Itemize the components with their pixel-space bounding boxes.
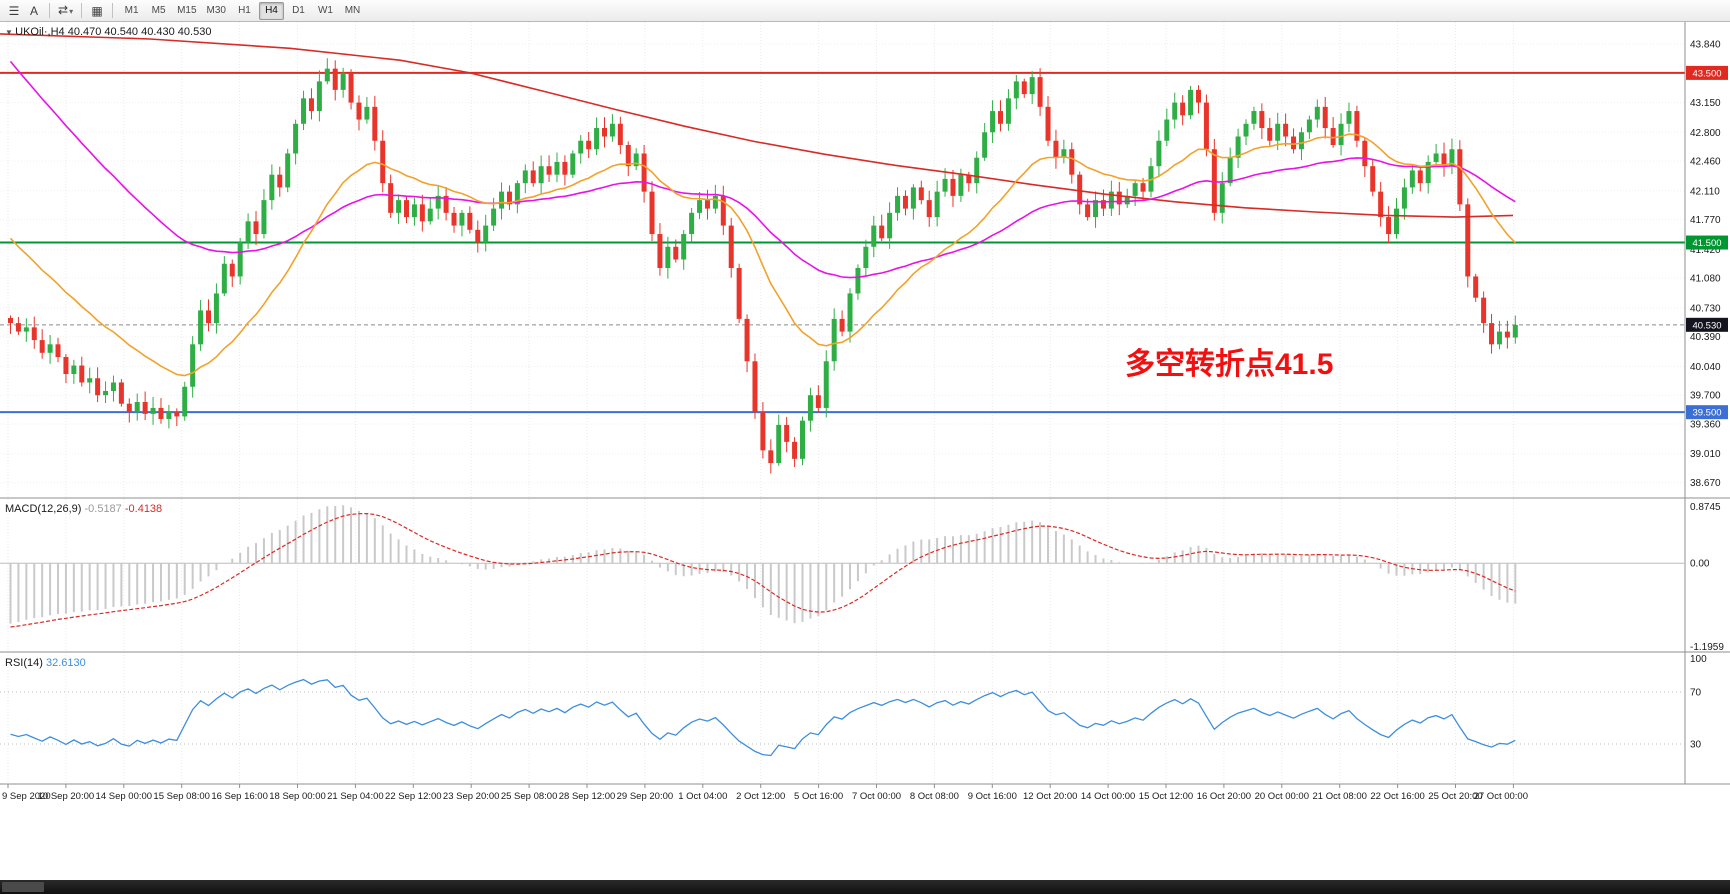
- macd-histogram: [9, 505, 1517, 624]
- time-axis-label: 21 Oct 08:00: [1312, 791, 1366, 802]
- symbol-ohlc-label: ▼ UKOil·,H4 40.470 40.540 40.430 40.530: [5, 26, 211, 38]
- time-axis-label: 25 Oct 20:00: [1428, 791, 1482, 802]
- price-tick-label: 42.460: [1690, 157, 1721, 168]
- price-tick-label: 42.800: [1690, 128, 1721, 139]
- time-axis-label: 27 Oct 00:00: [1474, 791, 1528, 802]
- timeframe-m15-button[interactable]: M15: [173, 2, 200, 20]
- time-axis-label: 22 Sep 12:00: [385, 791, 442, 802]
- svg-text:40.530: 40.530: [1692, 320, 1721, 331]
- time-axis-label: 1 Oct 04:00: [678, 791, 727, 802]
- chart-template-icon[interactable]: ▦: [87, 1, 107, 20]
- timeframe-h4-button[interactable]: H4: [258, 1, 284, 20]
- price-tick-label: 42.110: [1690, 186, 1720, 197]
- chevron-down-icon: ▾: [69, 7, 74, 16]
- price-tick-label: 40.390: [1690, 332, 1721, 343]
- svg-text:41.500: 41.500: [1692, 238, 1721, 249]
- price-badge-39.500: 39.500: [1686, 405, 1728, 420]
- macd-signal-line: [10, 512, 1516, 628]
- price-tick-label: 40.730: [1690, 303, 1721, 314]
- symbols-cycle-icon[interactable]: ⇄▾: [55, 1, 76, 20]
- price-badge-41.500: 41.500: [1686, 235, 1728, 250]
- price-tick-label: 41.420: [1690, 245, 1721, 256]
- price-tick-label: 39.360: [1690, 420, 1721, 431]
- time-axis-label: 7 Oct 00:00: [852, 791, 901, 802]
- top-toolbar: ☰ A ⇄▾ ▦ M1 M5 M15 M30 H1 H4 D1 W1 MN: [0, 0, 1730, 22]
- charts-menu-icon[interactable]: ☰: [4, 1, 24, 20]
- timeframe-h1-button[interactable]: H1: [232, 2, 257, 20]
- time-axis-label: 23 Sep 20:00: [443, 791, 500, 802]
- price-tick-label: 43.840: [1690, 40, 1721, 51]
- time-axis-label: 28 Sep 12:00: [559, 791, 616, 802]
- svg-text:43.500: 43.500: [1692, 68, 1721, 79]
- toolbar-separator: [112, 3, 114, 18]
- chart-annotation-text[interactable]: 多空转折点41.5: [1125, 348, 1333, 381]
- timeframe-m30-button[interactable]: M30: [203, 2, 230, 20]
- time-axis-label: 18 Sep 00:00: [269, 791, 326, 802]
- rsi-line: [10, 678, 1516, 757]
- time-axis-label: 22 Oct 16:00: [1370, 791, 1424, 802]
- time-axis-label: 5 Oct 16:00: [794, 791, 843, 802]
- price-badge-43.500: 43.500: [1686, 65, 1728, 80]
- time-axis-label: 10 Sep 20:00: [38, 791, 95, 802]
- rsi-axis-70: 70: [1690, 688, 1702, 699]
- macd-axis-zero: 0.00: [1690, 559, 1710, 570]
- time-axis-label: 2 Oct 12:00: [736, 791, 785, 802]
- time-axis-label: 16 Oct 20:00: [1197, 791, 1251, 802]
- chart-area: 多空转折点41.5 ▼ UKOil·,H4 40.470 40.540 40.43…: [0, 22, 1730, 880]
- rsi-axis-100: 100: [1690, 654, 1707, 665]
- price-tick-label: 39.010: [1690, 449, 1721, 460]
- price-tick-label: 43.150: [1690, 98, 1721, 109]
- time-axis-label: 9 Sep 2020: [2, 791, 51, 802]
- horizontal-scrollbar[interactable]: [0, 880, 1730, 894]
- time-axis-label: 15 Sep 08:00: [153, 791, 210, 802]
- medium-ma-line: [9, 60, 1516, 279]
- price-tick-label: 39.700: [1690, 391, 1721, 402]
- price-chart[interactable]: 多空转折点41.5 ▼ UKOil·,H4 40.470 40.540 40.43…: [0, 22, 1730, 880]
- time-axis-label: 14 Sep 00:00: [96, 791, 153, 802]
- time-axis-label: 8 Oct 08:00: [910, 791, 959, 802]
- time-axis-label: 12 Oct 20:00: [1023, 791, 1077, 802]
- price-tick-label: 41.080: [1690, 274, 1721, 285]
- price-tick-label: 41.770: [1690, 215, 1721, 226]
- timeframe-m1-button[interactable]: M1: [119, 2, 144, 20]
- time-axis-label: 15 Oct 12:00: [1139, 791, 1193, 802]
- text-annotation-icon[interactable]: A: [24, 1, 44, 20]
- toolbar-separator: [49, 3, 50, 18]
- time-axis-label: 21 Sep 04:00: [327, 791, 384, 802]
- time-axis-label: 20 Oct 00:00: [1255, 791, 1309, 802]
- rsi-label: RSI(14) 32.6130: [5, 657, 86, 669]
- timeframe-w1-button[interactable]: W1: [313, 2, 338, 20]
- rsi-axis-30: 30: [1690, 740, 1702, 751]
- timeframe-d1-button[interactable]: D1: [286, 2, 311, 20]
- time-axis-label: 16 Sep 16:00: [211, 791, 268, 802]
- macd-axis-top: 0.8745: [1690, 502, 1721, 513]
- time-axis-label: 14 Oct 00:00: [1081, 791, 1135, 802]
- candlestick-series: [8, 58, 1518, 474]
- timeframe-m5-button[interactable]: M5: [146, 2, 171, 20]
- price-tick-label: 38.670: [1690, 478, 1721, 489]
- svg-text:39.500: 39.500: [1692, 408, 1721, 419]
- macd-label: MACD(12,26,9) -0.5187 -0.4138: [5, 503, 162, 515]
- time-axis-label: 9 Oct 16:00: [968, 791, 1017, 802]
- price-tick-label: 40.040: [1690, 362, 1721, 373]
- scrollbar-thumb[interactable]: [2, 882, 44, 892]
- timeframe-mn-button[interactable]: MN: [340, 2, 365, 20]
- fast-ma-line: [9, 133, 1516, 377]
- current-price-badge: 40.530: [1686, 317, 1728, 332]
- toolbar-separator: [81, 3, 83, 18]
- time-axis-label: 25 Sep 08:00: [501, 791, 558, 802]
- time-axis-label: 29 Sep 20:00: [617, 791, 674, 802]
- macd-axis-bottom: -1.1959: [1690, 642, 1724, 653]
- slow-ma-line: [0, 33, 1514, 218]
